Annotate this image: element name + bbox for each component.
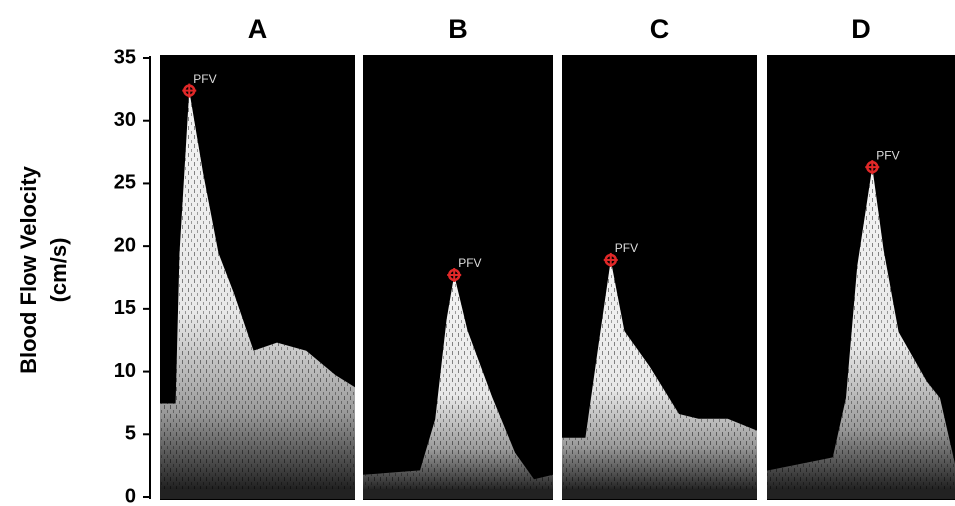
baseline-band — [562, 489, 757, 499]
y-tick-label: 25 — [114, 172, 136, 194]
y-axis-title: Blood Flow Velocity — [16, 165, 41, 374]
envelope-texture — [160, 90, 355, 494]
panel-title: A — [248, 14, 268, 44]
envelope-texture — [363, 274, 553, 493]
baseline-band — [767, 489, 955, 499]
envelope-texture — [767, 167, 955, 493]
y-tick-label: 20 — [114, 234, 136, 256]
pfv-label: PFV — [458, 256, 481, 270]
y-tick-label: 10 — [114, 360, 136, 382]
y-tick-label: 15 — [114, 297, 136, 319]
panel-title: B — [448, 14, 468, 44]
y-tick-label: 0 — [125, 485, 136, 506]
panel-title: C — [650, 14, 670, 44]
y-axis-title: (cm/s) — [46, 238, 71, 303]
baseline-band — [160, 489, 355, 499]
pfv-label: PFV — [876, 148, 899, 162]
y-tick-label: 35 — [114, 46, 136, 68]
y-tick-label: 30 — [114, 109, 136, 131]
baseline-band — [363, 489, 553, 499]
pfv-label: PFV — [615, 241, 638, 255]
y-tick-label: 5 — [125, 423, 136, 445]
pfv-label: PFV — [193, 72, 216, 86]
panel-title: D — [851, 14, 871, 44]
envelope-texture — [562, 259, 757, 493]
